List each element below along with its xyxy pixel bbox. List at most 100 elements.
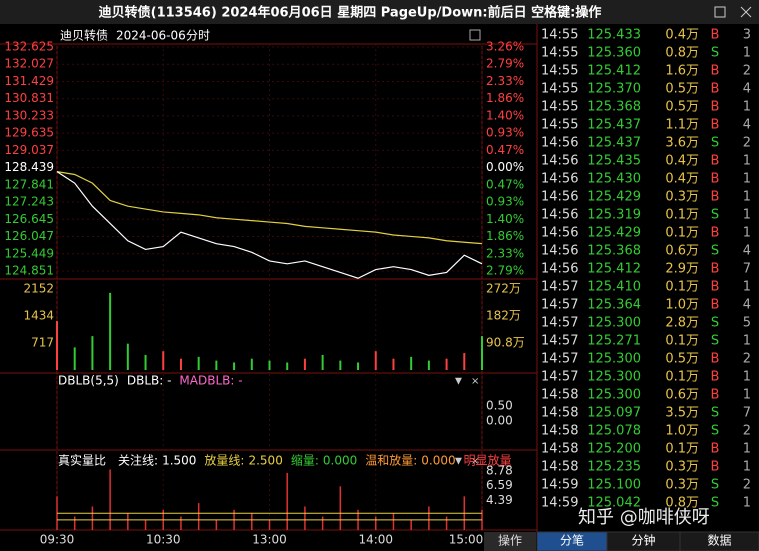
pct-tick-label: 2.79% <box>486 264 524 278</box>
trade-time: 14:55 <box>541 100 578 115</box>
trade-side: S <box>711 496 719 511</box>
ratio-bar <box>215 519 218 530</box>
trade-time: 14:57 <box>541 352 578 367</box>
trade-time: 14:55 <box>541 118 578 133</box>
volume-bar <box>215 360 218 370</box>
ratio-legend-value: 0.000 <box>421 454 455 468</box>
trade-price: 125.433 <box>587 28 641 43</box>
trade-volume: 0.5万 <box>665 82 699 97</box>
close-panel-icon[interactable]: × <box>471 456 479 467</box>
trade-time: 14:56 <box>541 208 578 223</box>
trade-time: 14:56 <box>541 262 578 277</box>
x-tick-label: 10:30 <box>146 533 181 547</box>
panel-icon[interactable] <box>469 29 481 41</box>
trade-volume: 3.5万 <box>665 406 699 421</box>
trade-count: 1 <box>743 172 751 187</box>
volume-bar <box>463 353 466 370</box>
trade-count: 1 <box>743 460 751 475</box>
price-tick-label: 130.831 <box>4 91 54 105</box>
close-button[interactable] <box>740 6 752 18</box>
trade-side: B <box>711 82 720 97</box>
trade-count: 7 <box>743 262 751 277</box>
indicator-label: DBLB(5,5) <box>58 374 119 388</box>
trade-volume: 0.3万 <box>665 190 699 205</box>
price-line <box>56 171 483 279</box>
trade-time: 14:57 <box>541 316 578 331</box>
dropdown-icon[interactable]: ▼ <box>455 377 462 387</box>
price-tick-label: 132.625 <box>4 40 54 54</box>
trade-volume: 0.8万 <box>665 46 699 61</box>
tab-label[interactable]: 分笔 <box>560 533 584 548</box>
trade-time: 14:56 <box>541 172 578 187</box>
close-panel-icon[interactable]: × <box>471 376 479 387</box>
ratio-tick-label: 8.78 <box>486 464 513 478</box>
x-tick-label: 09:30 <box>40 533 75 547</box>
trade-price: 125.200 <box>587 442 641 457</box>
trade-price: 125.097 <box>587 406 641 421</box>
ratio-bar <box>392 513 395 530</box>
tab[interactable] <box>679 531 759 551</box>
window-title: 迪贝转债(113546) 2024年06月06日 星期四 PageUp/Down… <box>99 5 602 21</box>
tab-label[interactable]: 分钟 <box>631 533 655 548</box>
trade-count: 1 <box>743 280 751 295</box>
pct-tick-label: 0.00% <box>486 160 524 174</box>
ratio-legend-name: 明显放量 <box>464 453 512 468</box>
trade-side: B <box>711 64 720 79</box>
trade-count: 4 <box>743 298 751 313</box>
trade-price: 125.271 <box>587 334 641 349</box>
trade-count: 2 <box>743 424 751 439</box>
trade-price: 125.437 <box>587 118 641 133</box>
trade-time: 14:55 <box>541 82 578 97</box>
pct-tick-label: 0.47% <box>486 143 524 157</box>
price-tick-label: 126.645 <box>4 212 54 226</box>
ratio-legend-name: 关注线: <box>118 453 158 468</box>
trade-side: B <box>711 262 720 277</box>
volume-bar <box>268 360 271 370</box>
trade-time: 14:58 <box>541 424 578 439</box>
price-tick-label: 129.037 <box>4 143 54 157</box>
price-tick-label: 128.439 <box>4 160 54 174</box>
trade-side: S <box>711 478 719 493</box>
trade-price: 125.410 <box>587 280 641 295</box>
operate-label[interactable]: 操作 <box>498 533 522 548</box>
chart-mode: 分时 <box>186 29 210 43</box>
trade-volume: 0.5万 <box>665 352 699 367</box>
trade-price: 125.435 <box>587 154 641 169</box>
trade-side: B <box>711 100 720 115</box>
trade-side: B <box>711 190 720 205</box>
price-tick-label: 130.233 <box>4 108 54 122</box>
trade-count: 3 <box>743 28 751 43</box>
volume-bar <box>321 354 324 370</box>
trade-count: 2 <box>743 352 751 367</box>
ratio-bar <box>91 506 94 530</box>
pct-tick-label: 2.33% <box>486 74 524 88</box>
price-tick-label: 124.851 <box>4 264 54 278</box>
trade-count: 1 <box>743 46 751 61</box>
trade-count: 5 <box>743 316 751 331</box>
volume-bar <box>410 356 413 370</box>
trade-time: 14:56 <box>541 136 578 151</box>
trade-volume: 0.6万 <box>665 388 699 403</box>
volume-bar <box>109 292 112 370</box>
operate-button[interactable] <box>484 532 536 551</box>
ratio-bar <box>428 506 430 530</box>
trade-price: 125.437 <box>587 136 641 151</box>
price-tick-label: 125.449 <box>4 246 54 260</box>
volume-right-label: 90.8万 <box>486 336 525 350</box>
ratio-bar <box>321 516 324 530</box>
ratio-legend-name: 温和放量: <box>365 453 417 468</box>
trade-count: 4 <box>743 118 751 133</box>
price-tick-label: 132.027 <box>4 57 54 71</box>
dropdown-icon[interactable]: ▼ <box>455 457 462 467</box>
trade-time: 14:58 <box>541 460 578 475</box>
volume-bar <box>286 362 289 370</box>
trade-count: 1 <box>743 190 751 205</box>
volume-bar <box>374 351 377 370</box>
tab-label[interactable]: 数据 <box>707 533 731 548</box>
price-tick-label: 129.635 <box>4 126 54 140</box>
ratio-bar <box>268 519 271 530</box>
trade-volume: 1.1万 <box>665 118 699 133</box>
maximize-button[interactable] <box>714 6 726 18</box>
